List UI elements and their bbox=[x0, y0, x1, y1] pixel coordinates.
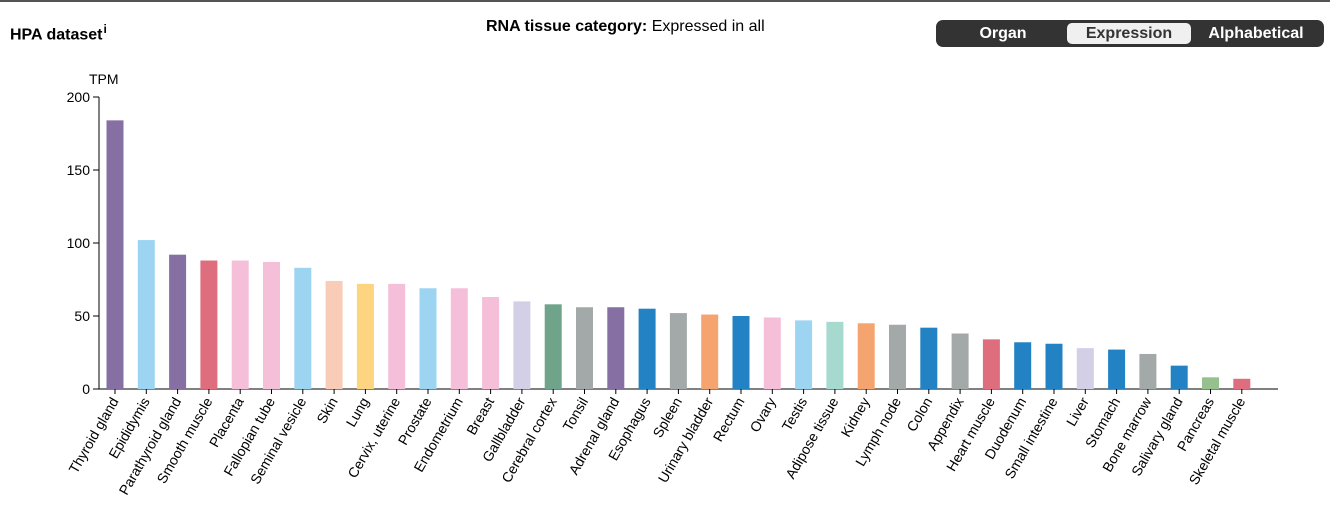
bar[interactable] bbox=[450, 288, 468, 389]
y-tick-label: 50 bbox=[74, 308, 90, 324]
y-tick-label: 150 bbox=[67, 162, 91, 178]
bar[interactable] bbox=[576, 307, 593, 389]
bar[interactable] bbox=[1014, 342, 1032, 389]
dataset-title-text: HPA dataset bbox=[10, 26, 103, 44]
bar[interactable] bbox=[231, 260, 249, 389]
bar[interactable] bbox=[889, 324, 906, 389]
bars bbox=[106, 120, 1251, 390]
category-value: Expressed in all bbox=[651, 18, 765, 35]
bar[interactable] bbox=[106, 120, 124, 390]
bar[interactable] bbox=[513, 301, 531, 389]
y-tick-label: 200 bbox=[67, 89, 91, 105]
x-tick-label: Ovary bbox=[746, 395, 779, 435]
x-tick-label: Thyroid gland bbox=[65, 395, 121, 476]
bar[interactable] bbox=[169, 254, 187, 389]
rna-tissue-category: RNA tissue category: Expressed in all bbox=[486, 18, 765, 36]
bar[interactable] bbox=[294, 267, 312, 389]
bar[interactable] bbox=[137, 240, 155, 389]
y-tick-label: 0 bbox=[82, 381, 90, 397]
bar[interactable] bbox=[1170, 365, 1188, 389]
bar[interactable] bbox=[982, 339, 1000, 389]
bar[interactable] bbox=[920, 327, 938, 389]
bar[interactable] bbox=[325, 280, 343, 389]
x-tick-label: Breast bbox=[463, 394, 497, 437]
top-rule bbox=[0, 0, 1330, 2]
info-icon[interactable]: i bbox=[103, 22, 107, 36]
bar[interactable] bbox=[795, 320, 813, 389]
bar[interactable] bbox=[388, 283, 406, 389]
x-tick-label: Skin bbox=[313, 395, 340, 427]
bar[interactable] bbox=[356, 283, 374, 389]
sort-expression-button[interactable]: Expression bbox=[1067, 23, 1191, 44]
sort-organ-button[interactable]: Organ bbox=[979, 25, 1027, 42]
bar[interactable] bbox=[419, 288, 437, 389]
bar[interactable] bbox=[482, 297, 500, 389]
bar[interactable] bbox=[200, 260, 218, 389]
y-tick-label: 100 bbox=[67, 235, 91, 251]
bar[interactable] bbox=[638, 308, 656, 389]
bar[interactable] bbox=[826, 321, 844, 389]
x-tick-label: Lung bbox=[343, 395, 372, 430]
bar[interactable] bbox=[951, 333, 969, 389]
bar[interactable] bbox=[857, 323, 875, 389]
bar[interactable] bbox=[263, 261, 280, 389]
category-label: RNA tissue category: bbox=[486, 18, 648, 35]
bar[interactable] bbox=[1108, 349, 1126, 389]
bar[interactable] bbox=[1139, 353, 1157, 389]
bar[interactable] bbox=[701, 314, 719, 389]
bar[interactable] bbox=[544, 304, 562, 389]
bar[interactable] bbox=[1045, 343, 1063, 389]
bar[interactable] bbox=[1202, 377, 1219, 389]
x-tick-label: Colon bbox=[903, 395, 935, 435]
x-tick-label: Tonsil bbox=[559, 395, 591, 434]
dataset-title: HPA dataseti bbox=[10, 22, 107, 44]
bar[interactable] bbox=[1076, 348, 1094, 389]
bar[interactable] bbox=[669, 313, 687, 389]
sort-alphabetical-button[interactable]: Alphabetical bbox=[1208, 25, 1304, 42]
y-axis-label: TPM bbox=[89, 71, 119, 87]
bar[interactable] bbox=[1233, 378, 1251, 389]
bar[interactable] bbox=[607, 307, 625, 389]
x-tick-label: Liver bbox=[1063, 394, 1092, 429]
y-ticks: 0 50 100 150 200 bbox=[67, 89, 99, 397]
bar[interactable] bbox=[732, 316, 750, 389]
x-tick-label: Testis bbox=[778, 395, 810, 434]
sort-toggle: Organ Expression Alphabetical bbox=[936, 20, 1324, 47]
bar[interactable] bbox=[763, 317, 781, 389]
